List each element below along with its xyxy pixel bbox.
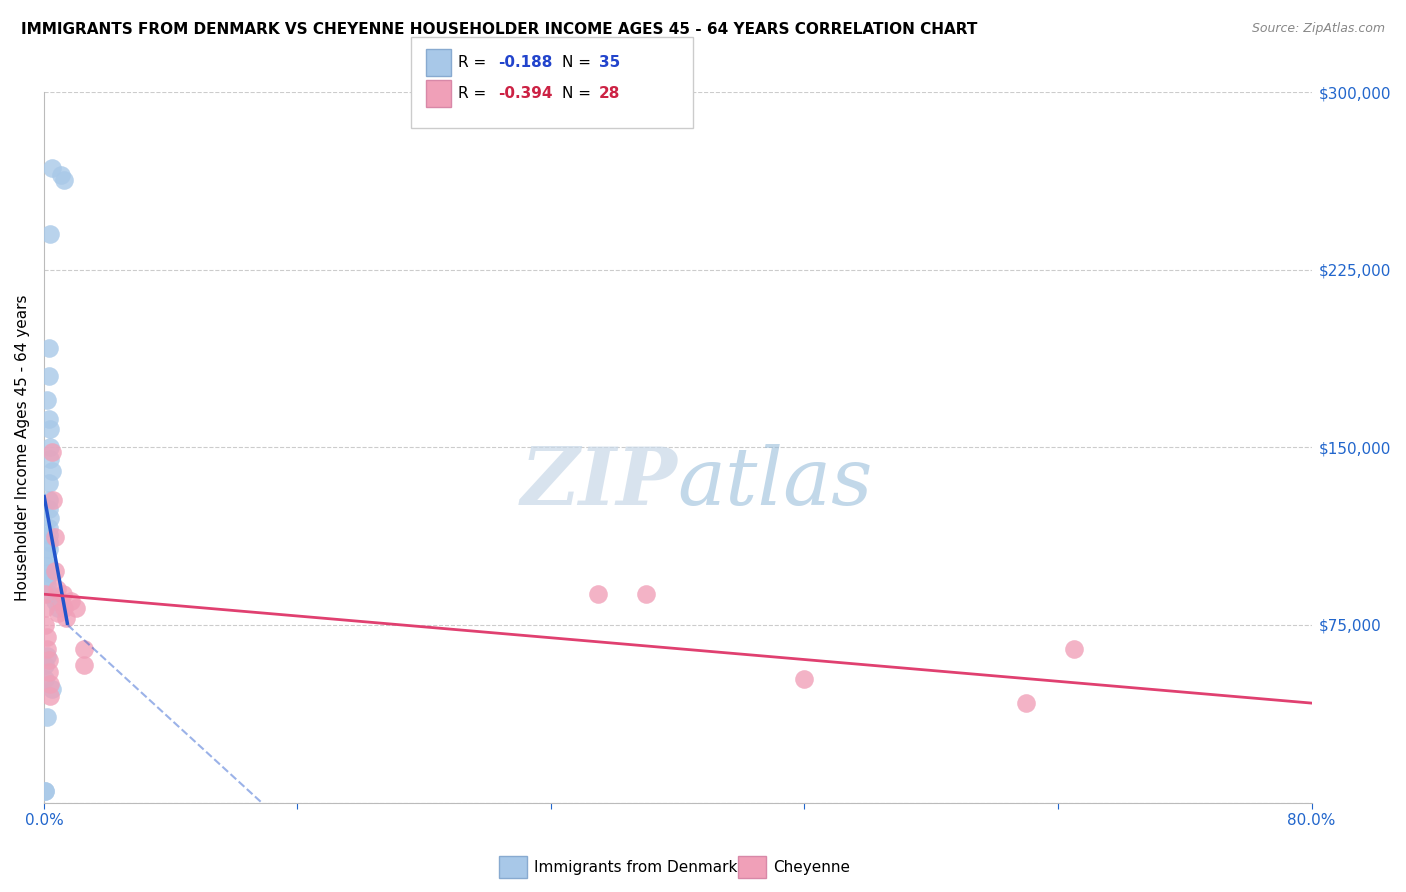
Point: [52, 587, 75, 601]
Point: [55, 611, 77, 625]
Point: [45, 582, 67, 597]
Point: [41, 445, 63, 459]
Point: [34, 783, 56, 797]
Point: [53, 601, 76, 615]
Point: [51, 594, 73, 608]
Point: [1063, 641, 1085, 656]
Text: N =: N =: [562, 55, 596, 70]
Point: [41, 464, 63, 478]
Point: [38, 528, 60, 542]
Text: R =: R =: [458, 87, 492, 101]
Text: Source: ZipAtlas.com: Source: ZipAtlas.com: [1251, 22, 1385, 36]
Point: [41, 681, 63, 696]
Point: [39, 511, 62, 525]
Point: [34, 658, 56, 673]
Point: [35, 549, 58, 564]
Point: [35, 578, 58, 592]
Point: [793, 673, 815, 687]
Point: [39, 441, 62, 455]
Text: 35: 35: [599, 55, 620, 70]
Point: [72, 641, 94, 656]
Point: [35, 648, 58, 663]
Point: [34, 587, 56, 601]
Point: [53, 173, 76, 187]
Point: [38, 475, 60, 490]
Point: [59, 594, 82, 608]
Point: [38, 665, 60, 680]
Text: -0.188: -0.188: [498, 55, 553, 70]
Point: [38, 502, 60, 516]
Point: [39, 421, 62, 435]
Point: [588, 587, 610, 601]
Point: [46, 606, 69, 620]
Point: [34, 783, 56, 797]
Point: [35, 630, 58, 644]
Point: [35, 710, 58, 724]
Point: [35, 641, 58, 656]
Point: [35, 393, 58, 408]
Point: [41, 161, 63, 175]
Point: [38, 369, 60, 384]
Point: [35, 571, 58, 585]
Point: [634, 587, 657, 601]
Point: [34, 673, 56, 687]
Point: [1015, 696, 1038, 710]
Point: [38, 566, 60, 580]
Text: N =: N =: [562, 87, 596, 101]
Point: [38, 587, 60, 601]
Point: [38, 492, 60, 507]
Text: Cheyenne: Cheyenne: [773, 860, 851, 874]
Point: [44, 594, 66, 608]
Point: [38, 521, 60, 535]
Point: [72, 658, 94, 673]
Point: [39, 689, 62, 703]
Point: [39, 452, 62, 467]
Text: 28: 28: [599, 87, 620, 101]
Point: [34, 618, 56, 632]
Point: [38, 341, 60, 355]
Point: [39, 227, 62, 242]
Point: [35, 558, 58, 573]
Point: [39, 677, 62, 691]
Text: -0.394: -0.394: [498, 87, 553, 101]
Point: [38, 412, 60, 426]
Point: [51, 168, 73, 182]
Point: [44, 564, 66, 578]
Point: [46, 601, 69, 615]
Point: [42, 492, 65, 507]
Text: ZIP: ZIP: [520, 444, 678, 522]
Text: atlas: atlas: [678, 444, 873, 522]
Y-axis label: Householder Income Ages 45 - 64 years: Householder Income Ages 45 - 64 years: [15, 294, 30, 600]
Text: Immigrants from Denmark: Immigrants from Denmark: [534, 860, 738, 874]
Text: IMMIGRANTS FROM DENMARK VS CHEYENNE HOUSEHOLDER INCOME AGES 45 - 64 YEARS CORREL: IMMIGRANTS FROM DENMARK VS CHEYENNE HOUS…: [21, 22, 977, 37]
Point: [65, 601, 87, 615]
Point: [38, 653, 60, 667]
Point: [38, 535, 60, 549]
Text: R =: R =: [458, 55, 492, 70]
Point: [34, 601, 56, 615]
Point: [38, 542, 60, 557]
Point: [44, 530, 66, 544]
